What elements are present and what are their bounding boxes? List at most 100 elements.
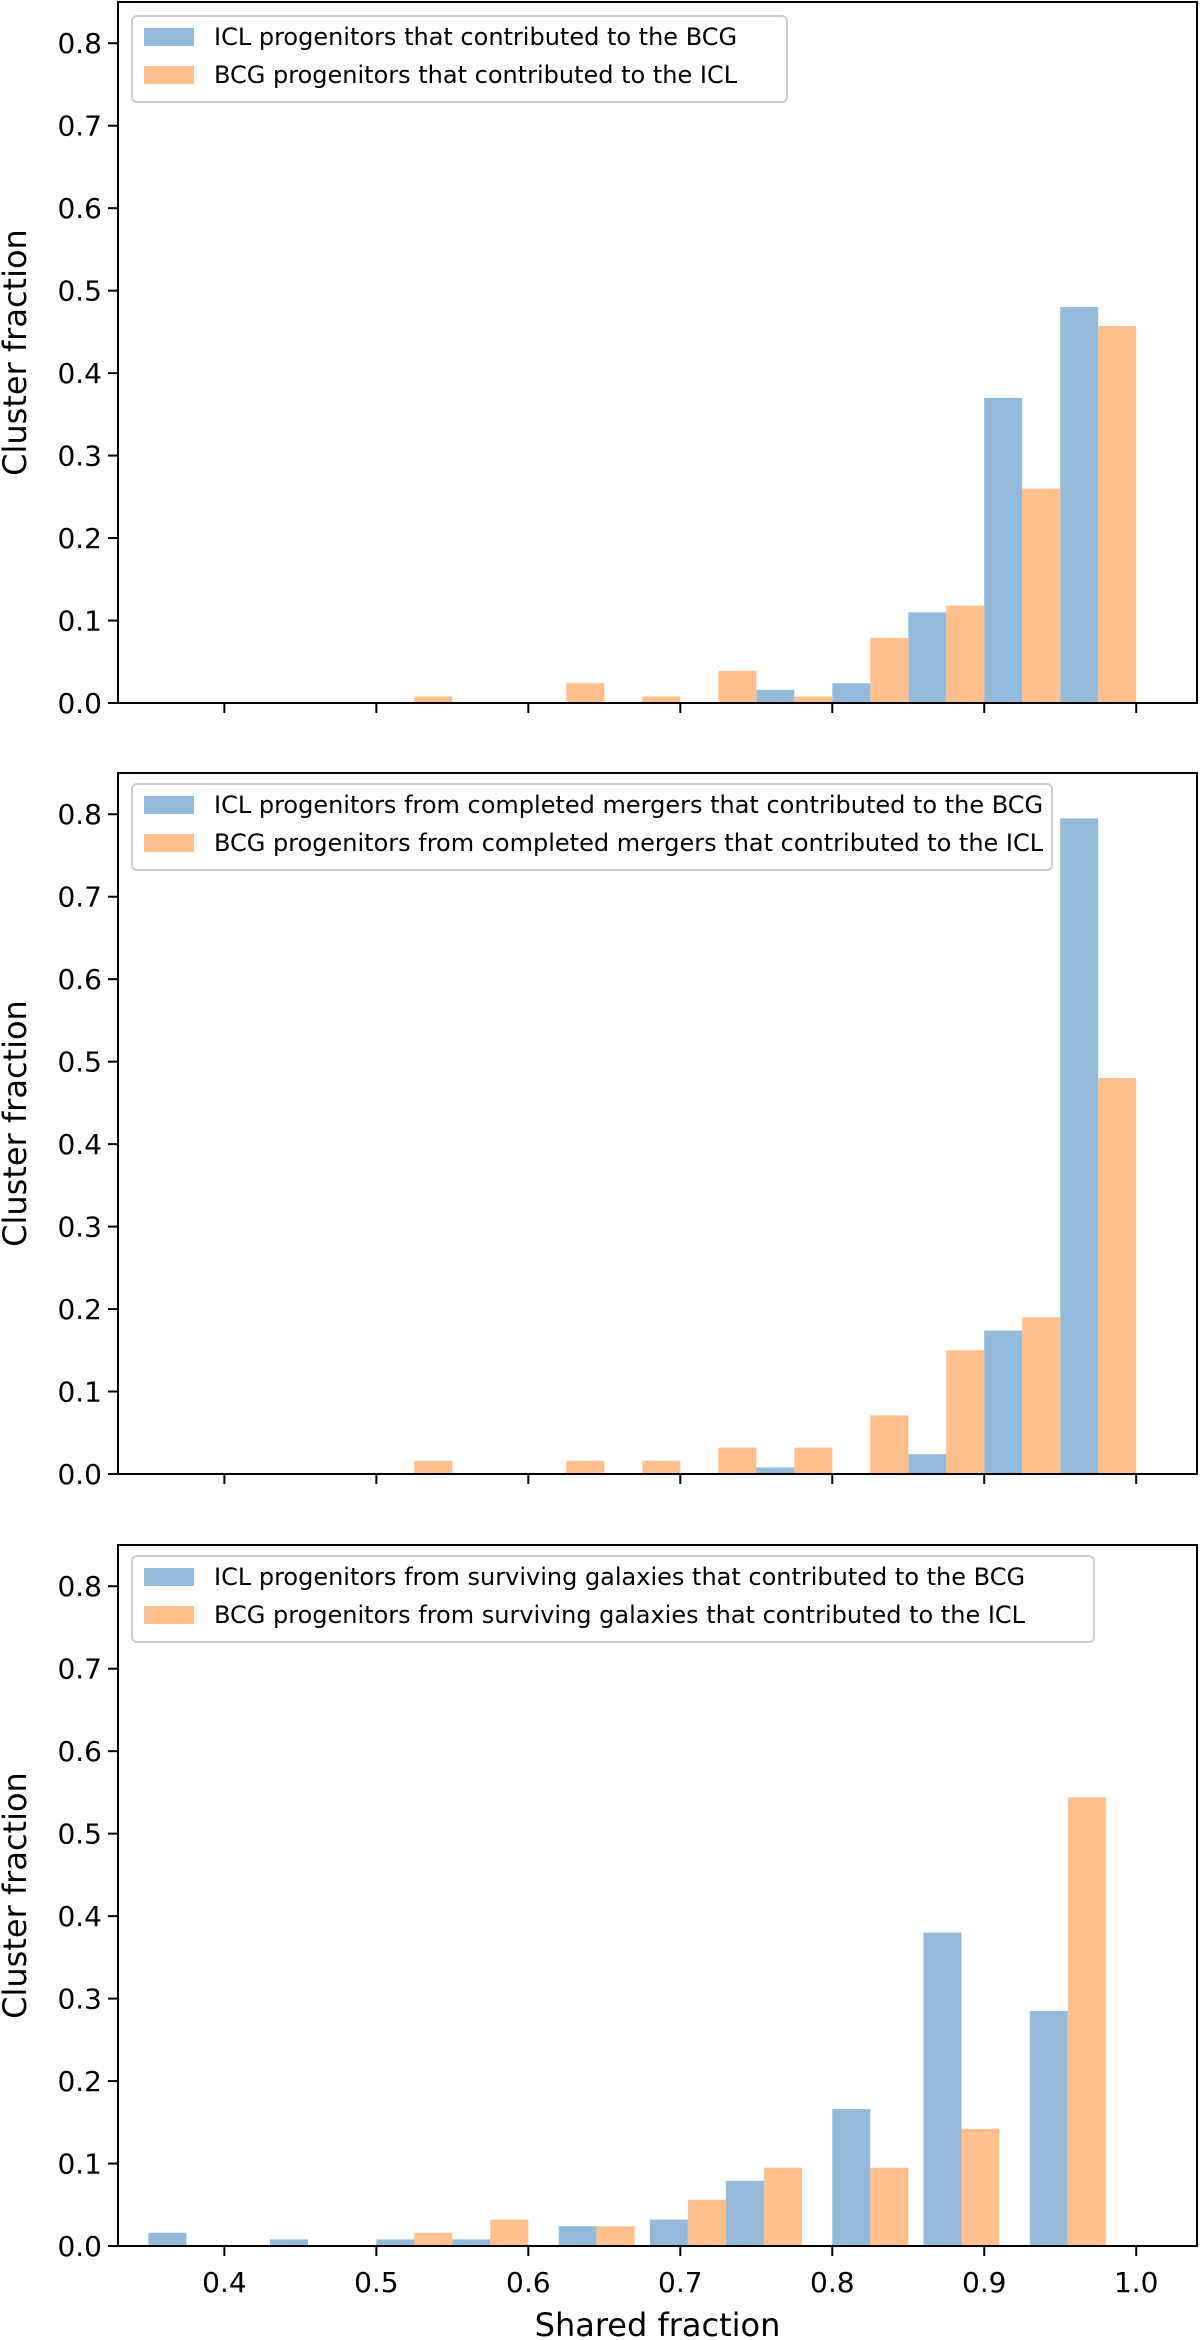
legend-box-3 — [131, 1555, 1095, 1643]
bar-p2-s2-b13 — [1098, 1078, 1137, 1474]
bar-p1-s2-b8 — [718, 670, 757, 703]
legend-swatch-2-2 — [144, 834, 194, 852]
y-tick-label: 0.8 — [57, 1570, 102, 1603]
bar-p1-s1-b11 — [908, 612, 947, 703]
legend-box-1 — [131, 15, 788, 103]
bar-p2-s2-b6 — [566, 1460, 605, 1474]
y-tick-label: 0.0 — [57, 687, 102, 720]
y-tick-label: 0.0 — [57, 2230, 102, 2263]
bar-p3-s1-b7 — [725, 2180, 764, 2246]
bar-p1-s2-b13 — [1098, 326, 1137, 703]
bar-p3-s2-b6 — [687, 2199, 726, 2246]
legend-label-1-2: BCG progenitors that contributed to the … — [214, 61, 738, 89]
x-tick-label: 0.7 — [658, 2266, 703, 2299]
bar-p1-s2-b4 — [414, 696, 453, 703]
y-tick-label: 0.4 — [57, 1128, 102, 1161]
y-tick-label: 0.2 — [57, 1293, 102, 1326]
legend-box-2 — [131, 783, 1053, 871]
bar-p1-s2-b11 — [946, 605, 985, 703]
y-tick-label: 0.5 — [57, 1818, 102, 1851]
bar-p3-s2-b7 — [763, 2167, 802, 2246]
bar-p3-s2-b5 — [596, 2226, 635, 2246]
bar-p3-s1-b4 — [452, 2239, 491, 2246]
bar-p3-s1-b5 — [558, 2226, 597, 2246]
bar-p3-s2-b10 — [1067, 1797, 1106, 2246]
bar-p1-s2-b7 — [642, 696, 681, 703]
y-tick-label: 0.4 — [57, 357, 102, 390]
bar-p2-s1-b12 — [984, 1330, 1023, 1474]
bar-p2-s1-b11 — [908, 1454, 947, 1474]
axes-frame-3 — [117, 1544, 1198, 2247]
bar-p2-s2-b7 — [642, 1460, 681, 1474]
y-tick-label: 0.2 — [57, 522, 102, 555]
bar-p3-s1-b1 — [148, 2232, 187, 2246]
y-tick-label: 0.8 — [57, 27, 102, 60]
bar-p3-s1-b6 — [649, 2219, 688, 2246]
y-tick-label: 0.2 — [57, 2065, 102, 2098]
y-axis-label-2: Cluster fraction — [0, 1000, 34, 1247]
y-tick-label: 0.6 — [57, 1735, 102, 1768]
bar-p1-s1-b10 — [832, 683, 871, 703]
y-tick-label: 0.5 — [57, 275, 102, 308]
y-tick-label: 0.1 — [57, 2148, 102, 2181]
x-tick-label: 0.8 — [810, 2266, 855, 2299]
bar-p2-s2-b11 — [946, 1350, 985, 1474]
bar-p2-s2-b8 — [718, 1447, 757, 1474]
y-tick-label: 0.1 — [57, 605, 102, 638]
bar-p3-s1-b9 — [923, 1932, 962, 2246]
bar-p1-s2-b10 — [870, 637, 909, 703]
x-axis-label: Shared fraction — [535, 2306, 781, 2340]
y-tick-label: 0.0 — [57, 1458, 102, 1491]
legend-swatch-2-1 — [144, 796, 194, 814]
bar-p1-s2-b6 — [566, 683, 605, 703]
y-axis-label-1: Cluster fraction — [0, 229, 34, 476]
x-tick-label: 0.6 — [506, 2266, 551, 2299]
bar-p3-s1-b10 — [1029, 2011, 1068, 2246]
legend-swatch-3-1 — [144, 1568, 194, 1586]
y-tick-label: 0.3 — [57, 1211, 102, 1244]
legend-swatch-1-1 — [144, 28, 194, 46]
y-tick-label: 0.6 — [57, 963, 102, 996]
legend-label-2-1: ICL progenitors from completed mergers t… — [214, 791, 1043, 819]
bar-p3-s1-b2 — [270, 2239, 308, 2246]
y-tick-label: 0.5 — [57, 1046, 102, 1079]
legend-label-1-1: ICL progenitors that contributed to the … — [214, 23, 737, 51]
axes-frame-1 — [117, 1, 1198, 704]
y-tick-label: 0.6 — [57, 192, 102, 225]
legend-label-3-2: BCG progenitors from surviving galaxies … — [214, 1601, 1026, 1629]
bar-p1-s1-b12 — [984, 397, 1023, 703]
y-tick-label: 0.7 — [57, 881, 102, 914]
x-tick-label: 1.0 — [1114, 2266, 1159, 2299]
bar-p2-s2-b4 — [414, 1460, 453, 1474]
y-axis-label-3: Cluster fraction — [0, 1772, 34, 2019]
y-tick-label: 0.7 — [57, 1653, 102, 1686]
y-tick-label: 0.3 — [57, 440, 102, 473]
bar-p2-s2-b12 — [1022, 1317, 1061, 1474]
bar-p3-s1-b8 — [832, 2109, 871, 2246]
bar-p2-s2-b9 — [794, 1447, 833, 1474]
x-tick-label: 0.5 — [354, 2266, 399, 2299]
bar-p3-s2-b3 — [414, 2232, 453, 2246]
bar-p2-s2-b10 — [870, 1415, 909, 1474]
legend-label-2-2: BCG progenitors from completed mergers t… — [214, 829, 1044, 857]
legend-swatch-3-2 — [144, 1606, 194, 1624]
bar-p2-s1-b13 — [1060, 818, 1099, 1474]
y-tick-label: 0.4 — [57, 1900, 102, 1933]
bar-p3-s2-b8 — [870, 2167, 909, 2246]
bar-p3-s2-b9 — [961, 2128, 1000, 2246]
bar-p1-s2-b12 — [1022, 488, 1061, 703]
y-tick-label: 0.7 — [57, 110, 102, 143]
bar-p3-s1-b3 — [376, 2239, 415, 2246]
y-tick-label: 0.1 — [57, 1376, 102, 1409]
bar-p1-s1-b13 — [1060, 307, 1099, 703]
y-tick-label: 0.8 — [57, 798, 102, 831]
bar-p2-s1-b9 — [756, 1467, 795, 1474]
legend-label-3-1: ICL progenitors from surviving galaxies … — [214, 1563, 1025, 1591]
bar-p1-s1-b9 — [756, 689, 795, 703]
bar-p3-s2-b4 — [490, 2219, 529, 2246]
x-tick-label: 0.4 — [202, 2266, 247, 2299]
x-tick-label: 0.9 — [962, 2266, 1007, 2299]
y-tick-label: 0.3 — [57, 1983, 102, 2016]
legend-swatch-1-2 — [144, 66, 194, 84]
